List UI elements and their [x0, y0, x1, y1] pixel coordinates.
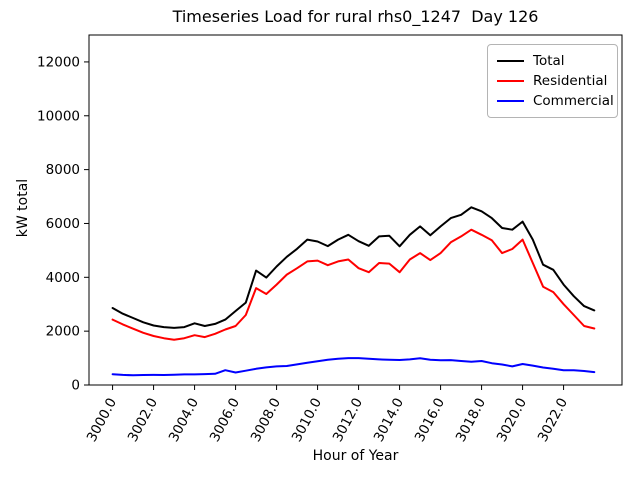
y-tick-label: 0 — [71, 378, 80, 394]
x-tick-label: 3018.0 — [453, 395, 489, 444]
legend-line-swatch — [497, 100, 524, 102]
x-tick-label: 3002.0 — [125, 395, 161, 444]
legend-label: Total — [533, 53, 565, 69]
x-tick-label: 3000.0 — [84, 395, 120, 444]
y-tick-label: 6000 — [46, 216, 80, 232]
legend: Total Residential Commercial — [487, 44, 618, 118]
x-tick-label: 3006.0 — [207, 395, 243, 444]
x-tick-label: 3004.0 — [166, 395, 202, 444]
legend-line-swatch — [497, 80, 524, 82]
legend-item-commercial: Commercial — [497, 91, 614, 111]
x-tick-label: 3008.0 — [248, 395, 284, 444]
legend-line-swatch — [497, 60, 524, 62]
y-tick-label: 12000 — [37, 54, 80, 70]
x-tick-label: 3014.0 — [371, 395, 407, 444]
y-tick-label: 10000 — [37, 108, 80, 124]
series-line-commercial — [111, 357, 596, 377]
axes-spines — [88, 34, 623, 386]
series-line-total — [111, 206, 596, 329]
y-tick-label: 2000 — [46, 324, 80, 340]
y-tick-label: 8000 — [46, 162, 80, 178]
x-tick-label: 3022.0 — [535, 395, 571, 444]
y-axis-label: kW total — [15, 178, 31, 238]
x-tick-label: 3010.0 — [289, 395, 325, 444]
legend-item-residential: Residential — [497, 71, 608, 91]
legend-label: Commercial — [533, 93, 614, 109]
legend-label: Residential — [533, 73, 608, 89]
x-tick-label: 3016.0 — [412, 395, 448, 444]
chart-title: Timeseries Load for rural rhs0_1247 Day … — [172, 7, 539, 26]
legend-item-total: Total — [497, 51, 608, 71]
series-line-residential — [111, 228, 596, 341]
x-tick-label: 3012.0 — [330, 395, 366, 444]
x-tick-label: 3020.0 — [494, 395, 530, 444]
x-axis-label: Hour of Year — [312, 448, 399, 464]
y-tick-label: 4000 — [46, 270, 80, 286]
